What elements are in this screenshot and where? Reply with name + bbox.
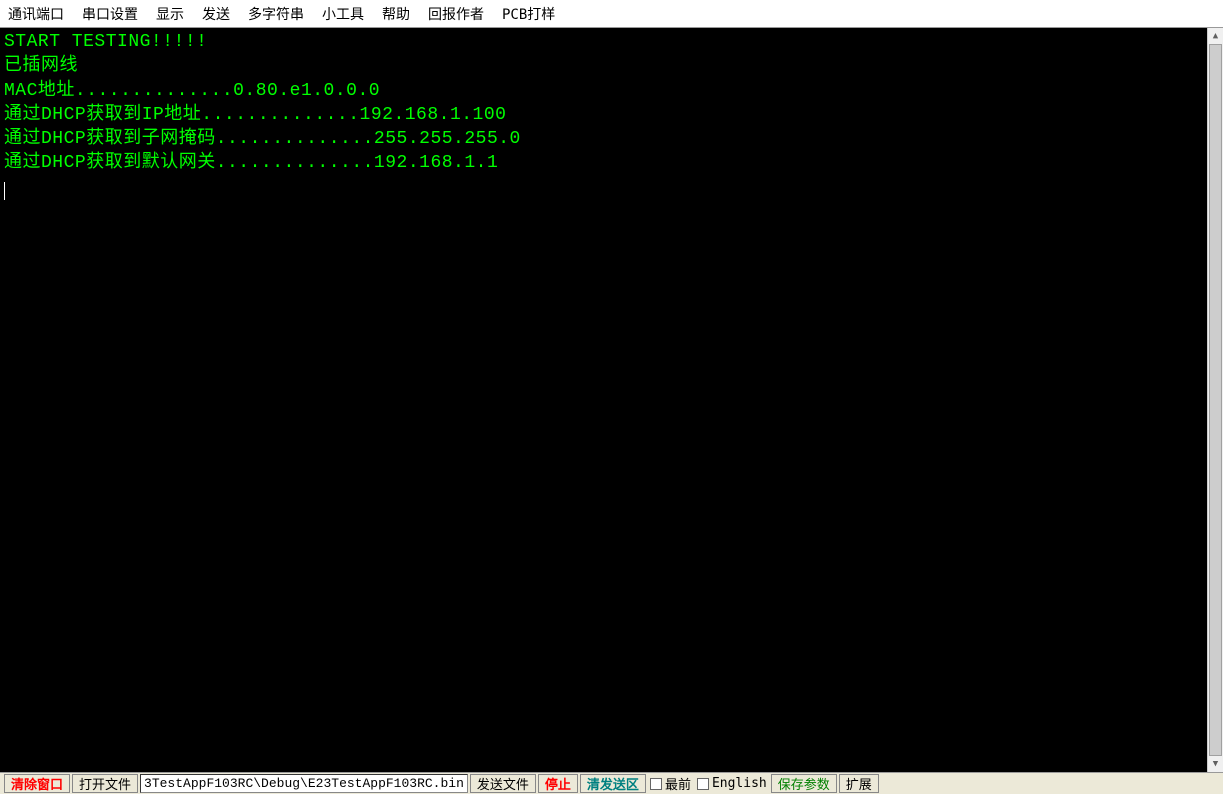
send-file-button[interactable]: 发送文件 xyxy=(470,774,536,793)
scroll-up-arrow-icon[interactable]: ▲ xyxy=(1208,28,1223,44)
clear-window-button[interactable]: 清除窗口 xyxy=(4,774,70,793)
scroll-down-arrow-icon[interactable]: ▼ xyxy=(1208,756,1223,772)
menu-pcb[interactable]: PCB打样 xyxy=(502,4,555,24)
terminal-output[interactable]: START TESTING!!!!! 已插网线 MAC地址...........… xyxy=(0,28,1207,772)
vertical-scrollbar[interactable]: ▲ ▼ xyxy=(1207,28,1223,772)
checkbox-icon xyxy=(650,778,662,790)
scroll-thumb[interactable] xyxy=(1209,44,1222,756)
english-label: English xyxy=(712,776,767,791)
menu-help[interactable]: 帮助 xyxy=(382,4,410,24)
menu-display[interactable]: 显示 xyxy=(156,4,184,24)
bottom-toolbar: 清除窗口 打开文件 3TestAppF103RC\Debug\E23TestAp… xyxy=(0,772,1223,794)
menu-report-author[interactable]: 回报作者 xyxy=(428,4,484,24)
stop-button[interactable]: 停止 xyxy=(538,774,578,793)
english-checkbox[interactable]: English xyxy=(695,776,769,791)
topmost-label: 最前 xyxy=(665,774,691,793)
expand-button[interactable]: 扩展 xyxy=(839,774,879,793)
menu-send[interactable]: 发送 xyxy=(202,4,230,24)
checkbox-icon xyxy=(697,778,709,790)
open-file-button[interactable]: 打开文件 xyxy=(72,774,138,793)
menu-serial-settings[interactable]: 串口设置 xyxy=(82,4,138,24)
filepath-field[interactable]: 3TestAppF103RC\Debug\E23TestAppF103RC.bi… xyxy=(140,774,468,793)
menubar: 通讯端口 串口设置 显示 发送 多字符串 小工具 帮助 回报作者 PCB打样 xyxy=(0,0,1223,28)
topmost-checkbox[interactable]: 最前 xyxy=(648,774,693,793)
terminal-container: START TESTING!!!!! 已插网线 MAC地址...........… xyxy=(0,28,1223,772)
menu-port[interactable]: 通讯端口 xyxy=(8,4,64,24)
save-params-button[interactable]: 保存参数 xyxy=(771,774,837,793)
menu-multistring[interactable]: 多字符串 xyxy=(248,4,304,24)
clear-send-button[interactable]: 清发送区 xyxy=(580,774,646,793)
menu-tools[interactable]: 小工具 xyxy=(322,4,364,24)
